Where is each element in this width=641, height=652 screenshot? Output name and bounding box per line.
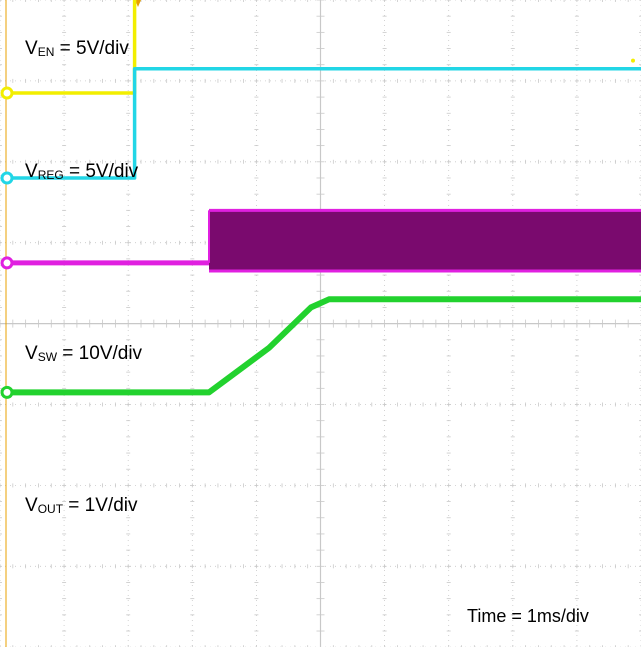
vsw-switching-band [209,210,641,272]
traces [5,0,641,396]
ground-marker-out [0,385,14,399]
vreg-scale-label: VREG = 5V/div [25,161,139,182]
ground-marker-reg [0,171,14,185]
vsw-scale-label: VSW = 10V/div [25,343,143,364]
ground-marker-en [0,86,14,100]
ven-reference-dot [631,58,635,63]
trace-en [5,0,137,95]
ven-scale-label: VEN = 5V/div [25,38,129,59]
time-scale-label: Time = 1ms/div [467,606,589,626]
ground-markers [0,58,635,399]
trace-reg [5,67,641,180]
vout-scale-label: VOUT = 1V/div [25,495,138,516]
ground-marker-sw [0,256,14,270]
trigger-marker [135,0,141,7]
trace-out [5,296,641,396]
